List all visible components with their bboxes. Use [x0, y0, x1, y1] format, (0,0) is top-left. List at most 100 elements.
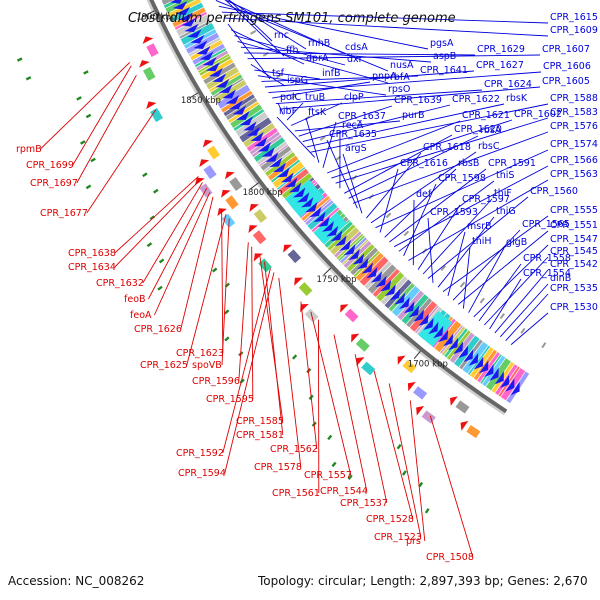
- forward-label-leader: [499, 283, 549, 338]
- forward-gene-arrow: [305, 201, 318, 213]
- cog-stripe-segment: [228, 101, 260, 123]
- forward-gene-arrow: [394, 292, 406, 305]
- forward-gene-label: CPR_1566: [550, 155, 598, 166]
- forward-label-leader: [483, 256, 549, 326]
- reverse-gene-stripe: [361, 361, 376, 376]
- reverse-gene-arrow: [225, 171, 235, 180]
- cog-stripe-segment: [259, 144, 289, 167]
- forward-gene-arrow: [205, 62, 220, 72]
- reverse-gene-stripe: [225, 195, 239, 210]
- reverse-gene-stripe: [402, 359, 417, 374]
- rna-feature-mark: [224, 309, 230, 315]
- forward-gene-label: rbsB: [458, 158, 479, 169]
- reverse-gene-label: CPR_1634: [68, 262, 116, 273]
- forward-gene-label: CPR_1545: [550, 246, 598, 257]
- forward-gene-label: CPR_1576: [550, 121, 598, 132]
- rna-feature-mark: [157, 285, 163, 291]
- forward-gene-label: ffh: [286, 45, 299, 56]
- cog-stripe-segment: [434, 320, 462, 353]
- reverse-gene-label: feoA: [130, 310, 152, 321]
- label-leader-lines-layer: [40, 0, 549, 558]
- forward-label-leader: [326, 139, 358, 209]
- rna-feature-mark: [158, 258, 165, 264]
- reverse-gene-arrow: [142, 36, 154, 44]
- forward-gene-arrow: [370, 271, 383, 283]
- reverse-label-leader: [300, 301, 318, 450]
- reverse-label-leader: [114, 176, 199, 254]
- forward-gene-arrow: [229, 100, 243, 110]
- forward-gene-arrow: [280, 172, 294, 183]
- cog-stripe-segment: [446, 330, 471, 360]
- reverse-gene-label: CPR_1626: [134, 324, 182, 335]
- forward-label-leader: [327, 120, 461, 174]
- forward-gene-label: CPR_1530: [550, 302, 598, 313]
- rna-feature-mark: [327, 434, 333, 441]
- forward-label-leader: [227, 0, 307, 50]
- forward-gene-label: msrB: [467, 221, 492, 232]
- forward-gene-label: CPR_1551: [550, 220, 598, 231]
- inner-feature-mark: [499, 313, 505, 320]
- reverse-label-leader: [222, 268, 271, 454]
- forward-gene-arrow: [243, 121, 257, 131]
- forward-label-leader: [510, 312, 549, 345]
- cog-stripe-segment: [198, 53, 230, 73]
- forward-label-leader: [422, 198, 493, 275]
- forward-gene-arrow: [326, 225, 339, 237]
- forward-gene-label: dinB: [550, 273, 571, 284]
- cog-stripe-segment: [467, 345, 491, 375]
- reverse-gene-label: CPR_1677: [40, 208, 88, 219]
- reverse-gene-stripe: [143, 66, 156, 81]
- reverse-gene-arrow: [450, 396, 458, 406]
- map-text-layer: 1900 kbp 1850 kbp 1800 kbp 1750 kbp 1700 kbp…: [16, 10, 598, 563]
- reverse-gene-stripe: [344, 308, 359, 323]
- cog-stripe-segment: [409, 301, 438, 332]
- forward-label-leader: [442, 215, 549, 292]
- forward-gene-arrow: [284, 177, 298, 188]
- cog-stripe-segment: [376, 272, 405, 302]
- forward-gene-arrow: [348, 248, 360, 260]
- kbp-tick-label: 1850 kbp: [181, 96, 221, 106]
- reverse-label-leader: [251, 246, 254, 400]
- forward-label-leader: [221, 11, 549, 24]
- forward-gene-arrow: [489, 367, 499, 381]
- forward-label-leader: [494, 269, 549, 334]
- forward-label-leader: [264, 70, 475, 88]
- cog-stripe-segment: [372, 268, 400, 298]
- forward-gene-arrow: [423, 317, 434, 330]
- forward-gene-label: CPR_1605: [542, 76, 590, 87]
- reverse-gene-label: CPR_1594: [178, 468, 226, 479]
- forward-gene-arrow: [468, 352, 479, 366]
- reverse-gene-label: CPR_1632: [96, 278, 144, 289]
- forward-gene-arrow: [232, 105, 247, 115]
- inner-feature-mark: [541, 342, 547, 349]
- forward-label-leader: [389, 168, 487, 243]
- cog-stripe-segment: [327, 224, 356, 251]
- forward-label-leader: [370, 151, 477, 224]
- reverse-gene-stripe: [253, 209, 268, 223]
- forward-label-leader: [257, 75, 387, 96]
- reverse-label-leader: [429, 415, 474, 558]
- forward-label-leader: [348, 135, 479, 199]
- forward-gene-arrow: [261, 147, 275, 157]
- forward-gene-label: CPR_1563: [550, 169, 598, 180]
- cog-stripe-segment: [367, 264, 397, 294]
- forward-gene-label: CPR_1591: [488, 158, 536, 169]
- forward-gene-label: CPR_1606: [543, 61, 591, 72]
- forward-gene-arrow: [317, 216, 330, 227]
- forward-gene-label: rpsO: [388, 84, 410, 95]
- forward-gene-arrow: [366, 266, 378, 279]
- forward-gene-label: rbfA: [390, 72, 410, 83]
- reverse-gene-label: CPR_1561: [272, 488, 320, 499]
- forward-gene-label: ispG: [287, 75, 308, 86]
- forward-gene-arrow: [181, 18, 196, 27]
- forward-gene-label: CPR_1542: [550, 259, 598, 270]
- forward-gene-arrow: [334, 235, 347, 246]
- reverse-gene-label: CPR_1697: [30, 178, 78, 189]
- forward-gene-arrow: [257, 142, 271, 152]
- forward-gene-label: truB: [305, 92, 325, 103]
- reverse-label-leader: [388, 383, 422, 538]
- forward-label-leader: [244, 52, 476, 56]
- reverse-gene-arrow: [248, 225, 258, 234]
- reverse-gene-label: CPR_1592: [176, 448, 224, 459]
- reverse-label-leader: [76, 74, 137, 184]
